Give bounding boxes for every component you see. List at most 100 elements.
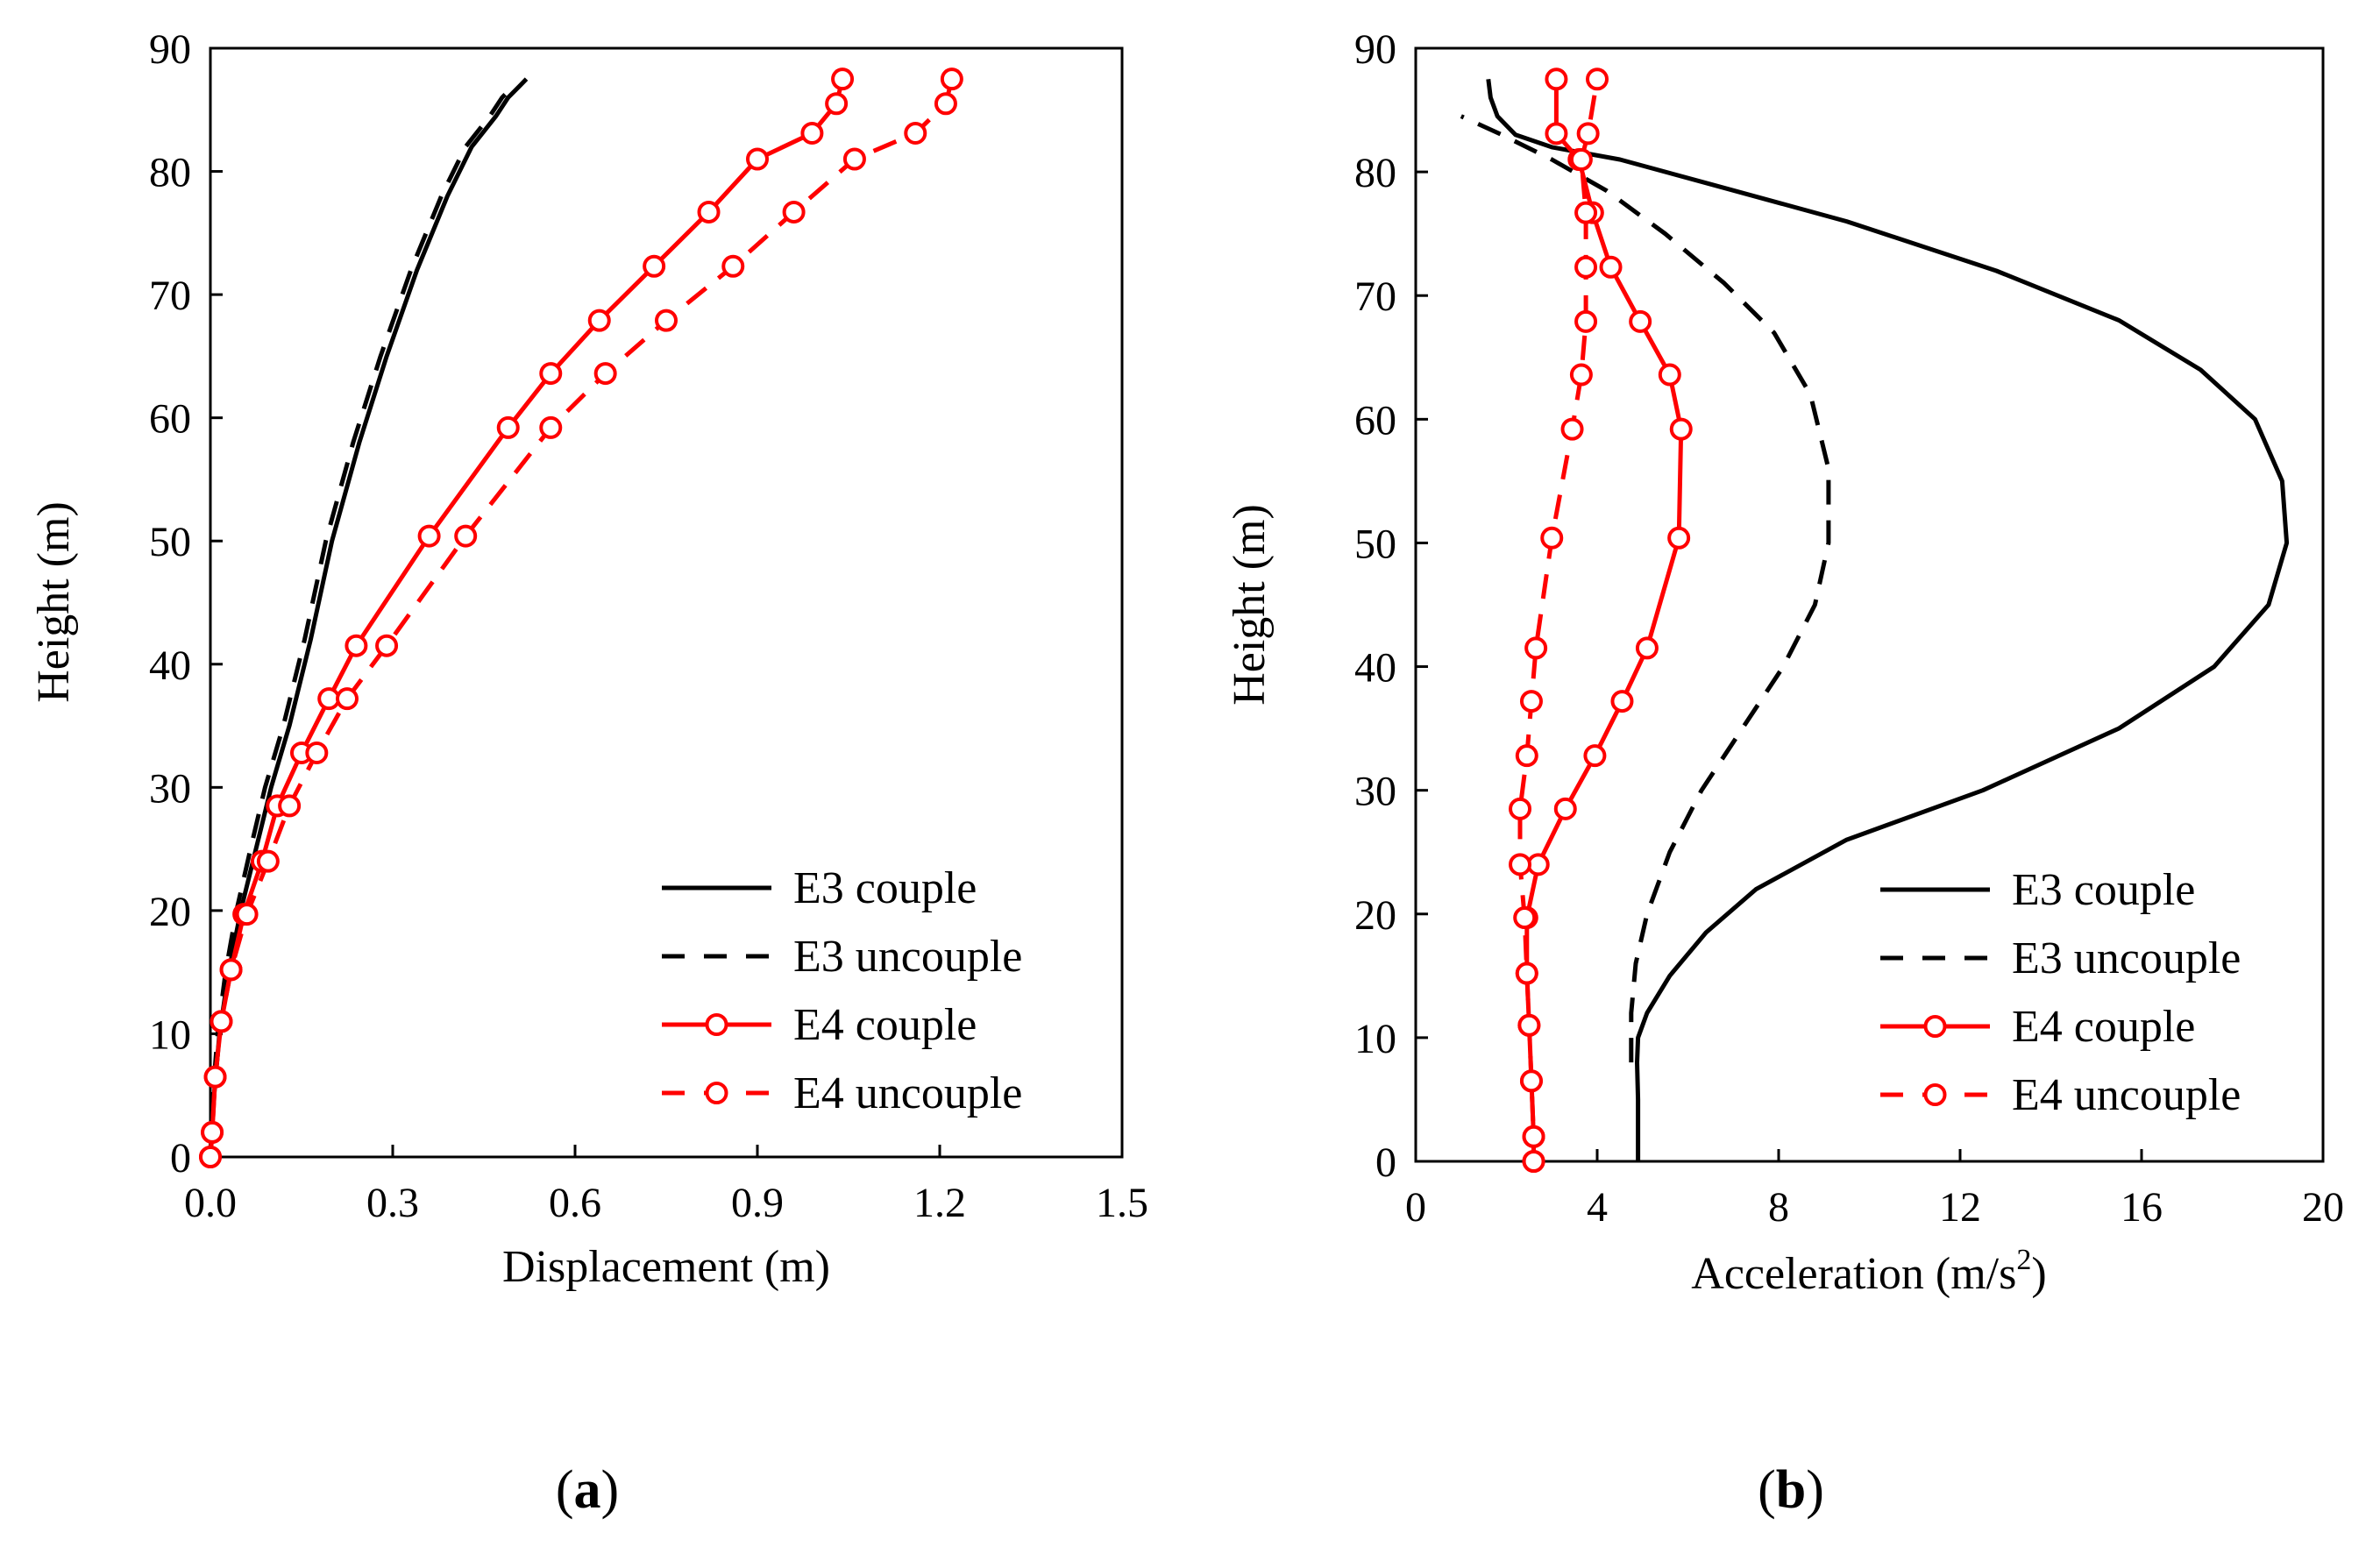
data-point-e4-uncouple-a xyxy=(336,687,359,711)
x-tick-label-a: 0.6 xyxy=(549,1180,601,1226)
data-point-e4-couple-a xyxy=(587,309,611,332)
y-tick-label-b: 10 xyxy=(1354,1016,1396,1062)
data-point-e4-uncouple-b xyxy=(1586,67,1609,91)
xlabel-b-superscript: 2 xyxy=(2016,1244,2031,1276)
xlabel-b-text: Acceleration (m/s xyxy=(1691,1249,2016,1299)
data-point-e4-uncouple-a xyxy=(782,200,806,224)
data-point-e4-uncouple-b xyxy=(1576,122,1600,145)
x-tick-label-a: 0.0 xyxy=(184,1180,237,1226)
y-tick-label-b: 70 xyxy=(1354,273,1396,320)
data-point-e4-uncouple-a xyxy=(593,362,617,386)
data-point-e4-couple-a xyxy=(539,362,563,386)
series-group-b xyxy=(1460,67,2290,1173)
y-tick-label-b: 0 xyxy=(1375,1139,1396,1186)
data-point-e4-couple-a xyxy=(831,67,855,91)
series-line-e4-uncouple-b xyxy=(1517,78,1600,1161)
series-line-e3-uncouple-b xyxy=(1460,114,1831,1063)
data-point-e4-uncouple-a xyxy=(219,958,243,982)
data-point-e4-uncouple-a xyxy=(539,415,563,439)
y-tick-label-b: 60 xyxy=(1354,397,1396,444)
data-point-e4-uncouple-a xyxy=(454,524,478,548)
y-tick-label-a: 10 xyxy=(149,1011,191,1058)
data-point-e4-uncouple-b xyxy=(1574,255,1598,279)
data-point-e4-uncouple-a xyxy=(256,849,280,873)
plot-frame-b xyxy=(1414,46,2325,1163)
y-tick-label-a: 90 xyxy=(149,26,191,73)
data-point-e4-uncouple-a xyxy=(375,634,399,657)
data-point-e4-uncouple-a xyxy=(203,1065,227,1089)
axis-ticks-a: 0.0 0.3 0.6 0.9 1.2 1.5 0 10 20 30 40 50 60 70 80 90 xyxy=(149,26,1148,1226)
ylabel-b: Height (m) xyxy=(1225,504,1275,706)
series-group-a xyxy=(199,67,963,1168)
data-point-e4-uncouple-a xyxy=(721,254,745,278)
xlabel-a: Displacement (m) xyxy=(502,1242,830,1292)
series-line-e3-uncouple-a xyxy=(208,83,516,1158)
data-point-e4-uncouple-a xyxy=(655,309,678,332)
y-tick-label-a: 20 xyxy=(149,889,191,935)
x-tick-label-b: 16 xyxy=(2121,1184,2163,1231)
data-point-e4-couple-a xyxy=(746,147,769,171)
data-point-e4-couple-b xyxy=(1599,255,1623,279)
data-point-e4-uncouple-b xyxy=(1574,309,1598,333)
panel-label-a: (a) xyxy=(556,1460,619,1520)
data-point-e4-uncouple-a xyxy=(278,794,302,818)
series-line-e4-couple-a xyxy=(208,78,845,1158)
data-point-e4-uncouple-a xyxy=(199,1146,222,1168)
y-tick-label-b: 90 xyxy=(1354,26,1396,73)
legend-label-e3-couple-a: E3 couple xyxy=(793,863,977,913)
data-point-e4-uncouple-a xyxy=(305,741,329,764)
y-tick-label-a: 0 xyxy=(170,1135,191,1182)
data-point-e4-uncouple-b xyxy=(1515,962,1538,985)
data-point-e4-uncouple-b xyxy=(1522,1150,1545,1173)
legend-label-e4-uncouple-b: E4 uncouple xyxy=(2012,1070,2241,1120)
data-point-e4-uncouple-b xyxy=(1522,1125,1545,1148)
data-point-e4-couple-a xyxy=(345,634,368,657)
legend-marker-e4-uncouple-a xyxy=(705,1082,728,1104)
data-point-e4-uncouple-a xyxy=(235,903,259,926)
x-tick-label-a: 0.3 xyxy=(366,1180,419,1226)
series-line-e3-couple-b xyxy=(1486,78,2290,1161)
data-point-e4-uncouple-b xyxy=(1517,1013,1541,1037)
data-point-e4-uncouple-b xyxy=(1509,797,1532,820)
x-tick-label-b: 12 xyxy=(1939,1184,1981,1231)
x-tick-label-b: 8 xyxy=(1768,1184,1789,1231)
data-point-e4-uncouple-b xyxy=(1569,148,1593,171)
y-tick-label-a: 70 xyxy=(149,273,191,319)
data-point-e4-uncouple-b xyxy=(1560,417,1584,441)
data-point-e4-uncouple-b xyxy=(1540,526,1564,550)
data-point-e4-couple-b xyxy=(1545,67,1568,91)
data-point-e4-couple-a xyxy=(825,92,849,116)
y-tick-label-a: 30 xyxy=(149,765,191,812)
data-point-e4-couple-b xyxy=(1553,797,1577,820)
y-tick-label-b: 30 xyxy=(1354,769,1396,815)
y-tick-label-a: 50 xyxy=(149,519,191,565)
x-tick-label-a: 1.2 xyxy=(913,1180,966,1226)
y-tick-label-b: 40 xyxy=(1354,645,1396,692)
data-point-e4-couple-b xyxy=(1658,363,1681,387)
data-point-e4-couple-b xyxy=(1667,526,1691,550)
series-line-e3-couple-a xyxy=(208,77,529,1158)
data-point-e4-couple-b xyxy=(1610,690,1634,713)
axis-ticks-b: 0 4 8 12 16 20 0 10 20 30 40 50 60 70 80 90 xyxy=(1354,26,2344,1231)
x-tick-label-b: 0 xyxy=(1405,1184,1426,1231)
legend-label-e3-uncouple-b: E3 uncouple xyxy=(2012,933,2241,983)
y-tick-label-b: 50 xyxy=(1354,521,1396,567)
data-point-e4-uncouple-b xyxy=(1519,690,1543,713)
legend-label-e4-couple-a: E4 couple xyxy=(793,1000,977,1050)
legend-label-e3-uncouple-a: E3 uncouple xyxy=(793,932,1022,982)
legend-label-e4-couple-b: E4 couple xyxy=(2012,1002,2195,1052)
data-point-e4-uncouple-a xyxy=(842,147,866,171)
data-point-e4-uncouple-b xyxy=(1524,636,1548,660)
data-point-e4-uncouple-b xyxy=(1513,906,1537,930)
data-point-e4-uncouple-a xyxy=(201,1120,224,1144)
data-point-e4-uncouple-b xyxy=(1519,1069,1543,1093)
data-point-e4-couple-b xyxy=(1635,636,1659,660)
data-point-e4-uncouple-b xyxy=(1515,744,1538,768)
legend-marker-e4-couple-b xyxy=(1923,1015,1947,1038)
x-tick-label-b: 4 xyxy=(1587,1184,1608,1231)
legend-label-e3-couple-b: E3 couple xyxy=(2012,865,2195,915)
y-tick-label-b: 20 xyxy=(1354,892,1396,939)
y-tick-label-a: 80 xyxy=(149,150,191,196)
data-point-e4-couple-b xyxy=(1629,309,1652,333)
